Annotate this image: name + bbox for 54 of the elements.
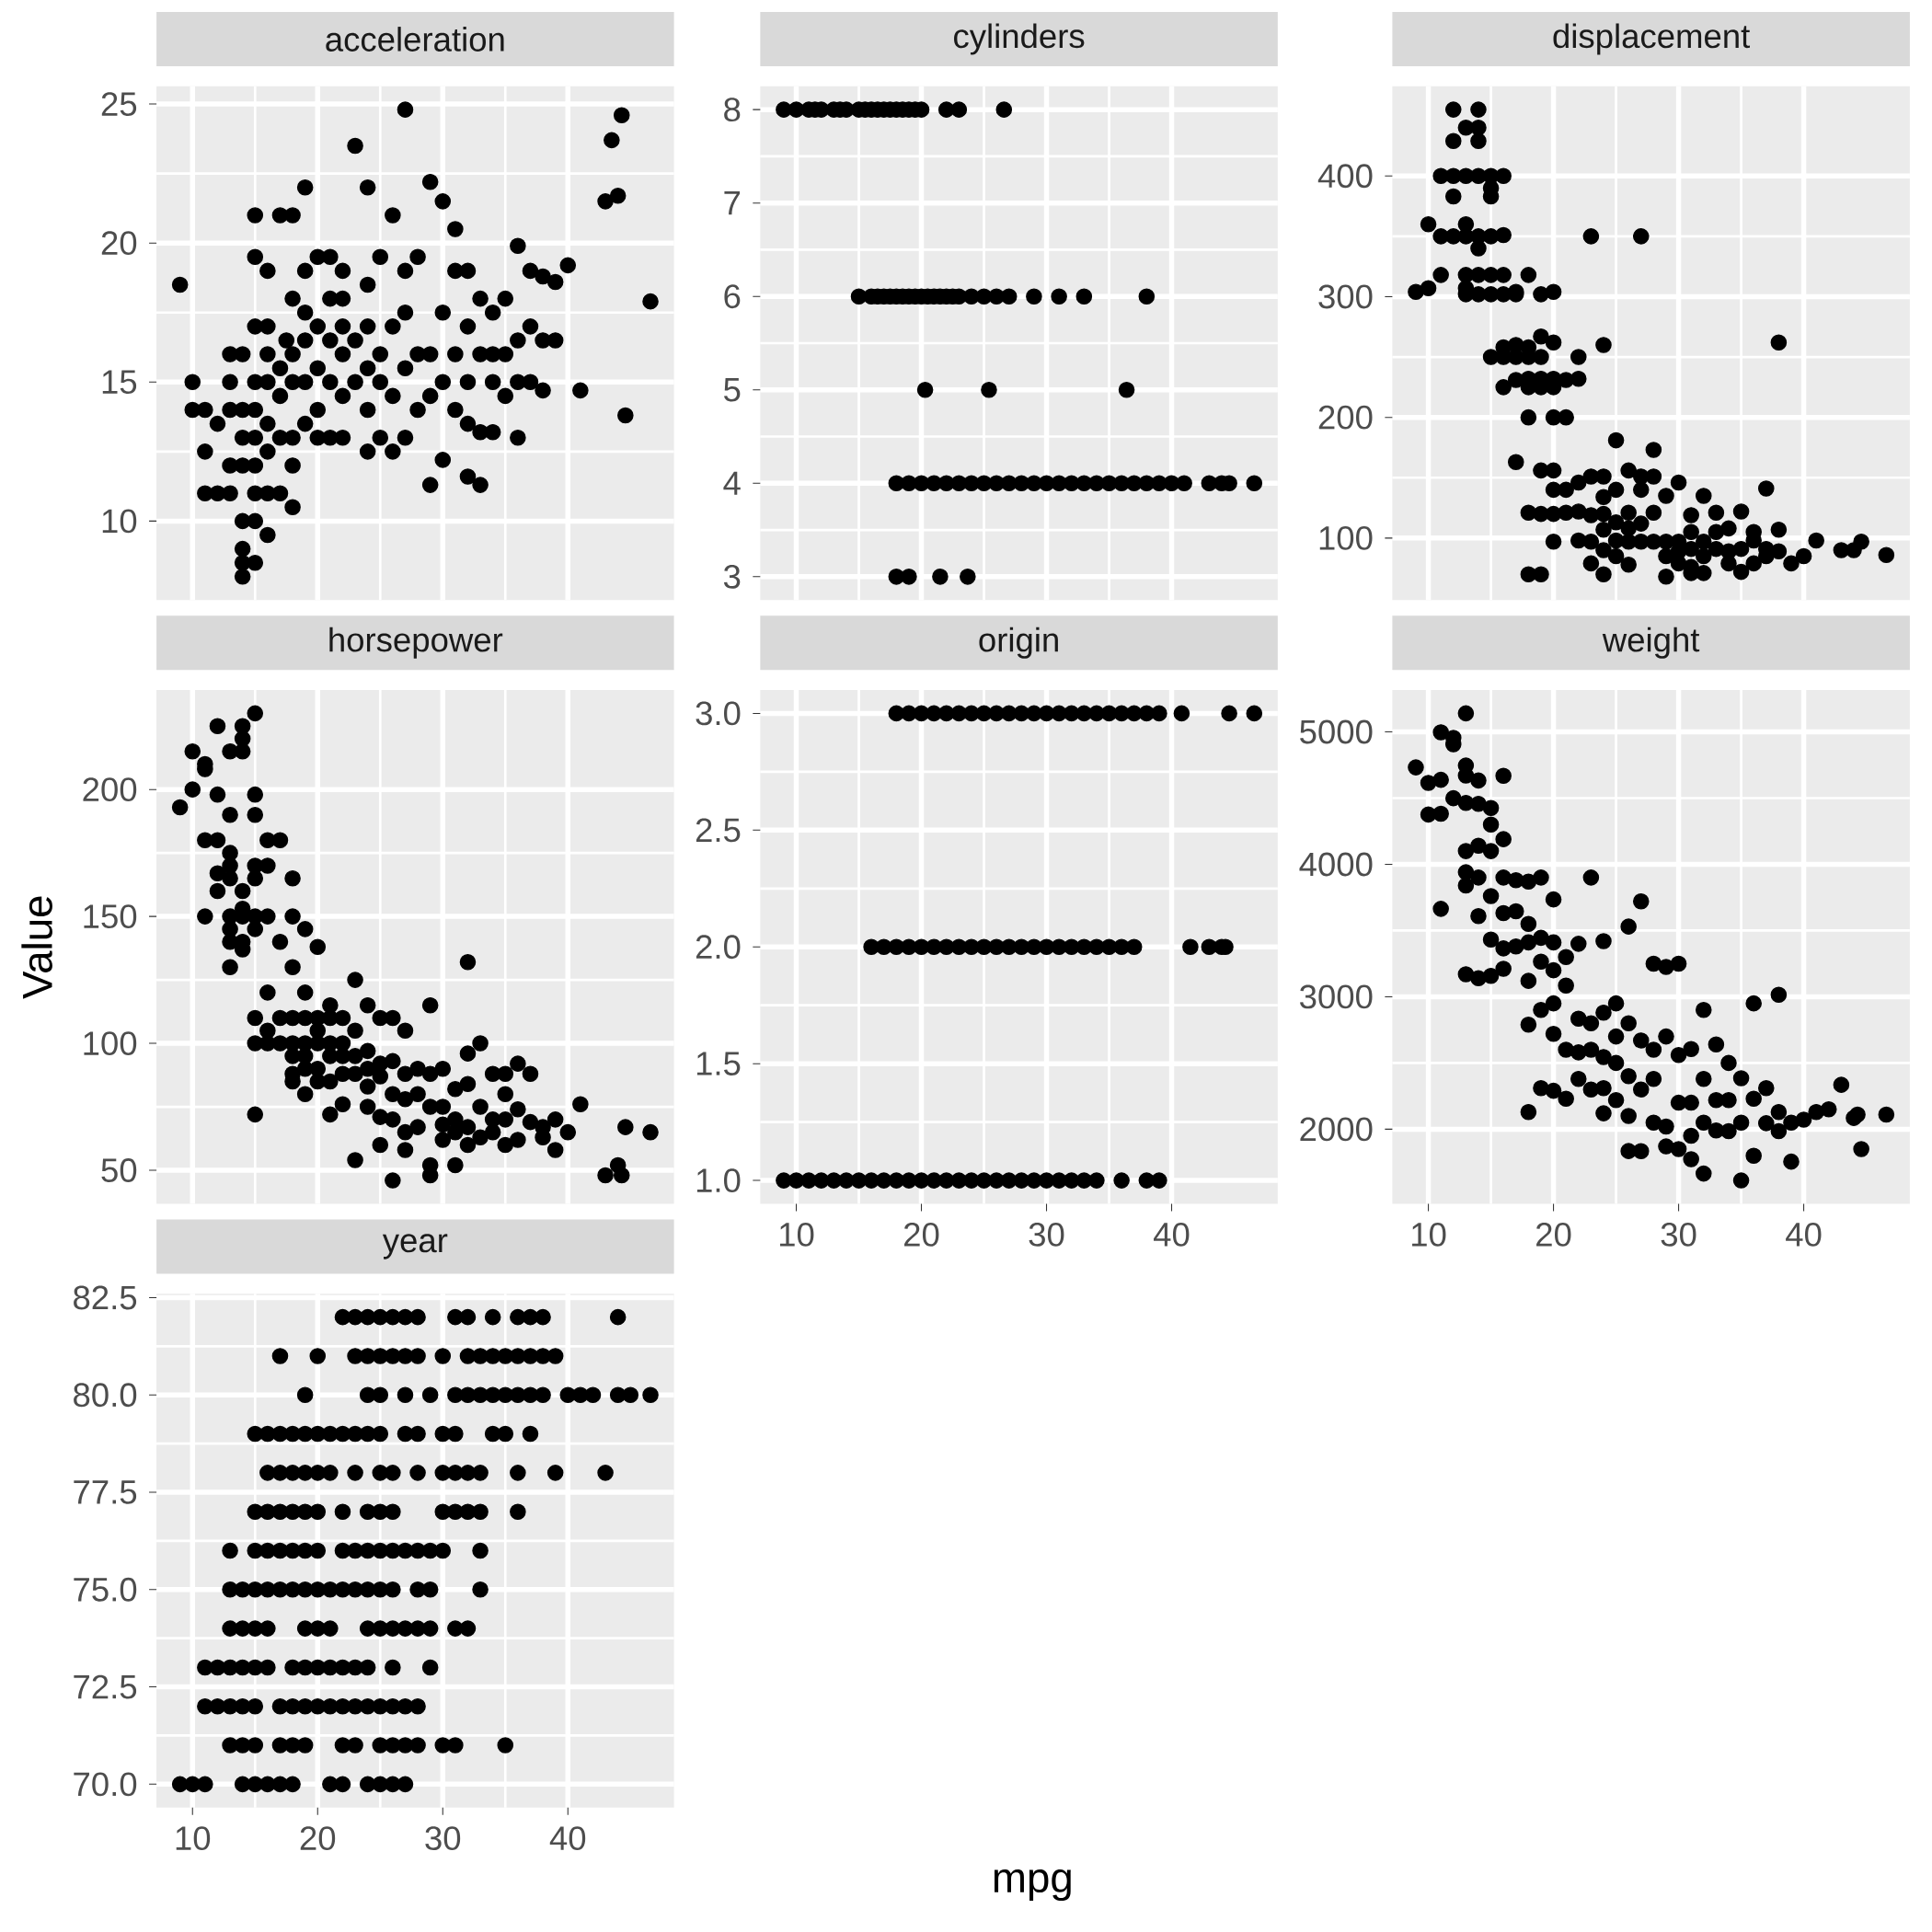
y-tick-label: 80.0: [74, 1383, 137, 1408]
x-tick-label: 30: [1029, 1222, 1064, 1247]
y-tick-label: 1.0: [696, 1168, 741, 1193]
y-tick-label: 82.5: [74, 1285, 137, 1310]
chart-title: cylinders: [954, 23, 1085, 55]
y-tick-label: 4: [723, 471, 741, 495]
y-tick-label: 15: [102, 370, 137, 395]
y-tick-label: 72.5: [74, 1674, 137, 1699]
x-tick-label: 20: [1536, 1222, 1571, 1247]
x-tick-label: 40: [549, 1826, 586, 1851]
y-tick-label: 77.5: [74, 1480, 137, 1504]
chart-title: displacement: [1553, 23, 1750, 55]
y-tick-label: 100: [84, 1031, 137, 1055]
x-tick-label: 10: [1412, 1222, 1446, 1247]
x-tick-label: 10: [780, 1222, 814, 1247]
y-axis-title: Value: [21, 896, 52, 999]
y-tick-label: 75.0: [74, 1577, 137, 1602]
y-tick-label: 100: [1319, 525, 1373, 550]
y-tick-label: 200: [83, 777, 137, 802]
chart-title: horsepower: [329, 627, 503, 659]
y-tick-label: 6: [724, 284, 741, 309]
y-tick-label: 4000: [1299, 852, 1373, 877]
y-tick-label: 20: [101, 231, 137, 256]
y-tick-label: 50: [101, 1158, 137, 1182]
chart-title: year: [382, 1234, 448, 1259]
y-tick-label: 2000: [1300, 1117, 1373, 1142]
y-tick-label: 300: [1318, 284, 1373, 309]
x-tick-label: 30: [425, 1826, 461, 1851]
y-tick-label: 1.5: [696, 1052, 741, 1075]
y-tick-label: 2.0: [696, 935, 741, 960]
x-tick-label: 20: [300, 1826, 336, 1851]
y-tick-label: 70.0: [74, 1772, 137, 1797]
y-tick-label: 25: [101, 92, 137, 116]
x-tick-label: 30: [1661, 1222, 1696, 1247]
y-tick-label: 3: [723, 564, 741, 589]
chart-title: origin: [979, 627, 1058, 659]
x-tick-label: 40: [1154, 1222, 1190, 1247]
x-tick-label: 40: [1786, 1222, 1822, 1247]
chart-title: acceleration: [326, 27, 504, 52]
y-tick-label: 3000: [1300, 984, 1373, 1009]
chart-title: weight: [1602, 627, 1700, 659]
y-tick-label: 7: [724, 191, 741, 215]
y-tick-label: 3.0: [696, 701, 741, 726]
y-tick-label: 5000: [1300, 719, 1373, 744]
y-tick-label: 2.5: [696, 818, 741, 843]
y-tick-label: 5: [724, 378, 741, 402]
y-tick-label: 8: [724, 98, 741, 122]
x-axis-title: mpg: [994, 1869, 1071, 1902]
x-tick-label: 10: [176, 1826, 211, 1851]
x-tick-label: 20: [904, 1222, 939, 1247]
y-tick-label: 200: [1318, 405, 1373, 430]
y-tick-label: 400: [1317, 164, 1373, 189]
y-tick-label: 150: [84, 904, 137, 929]
y-tick-label: 10: [102, 509, 137, 534]
